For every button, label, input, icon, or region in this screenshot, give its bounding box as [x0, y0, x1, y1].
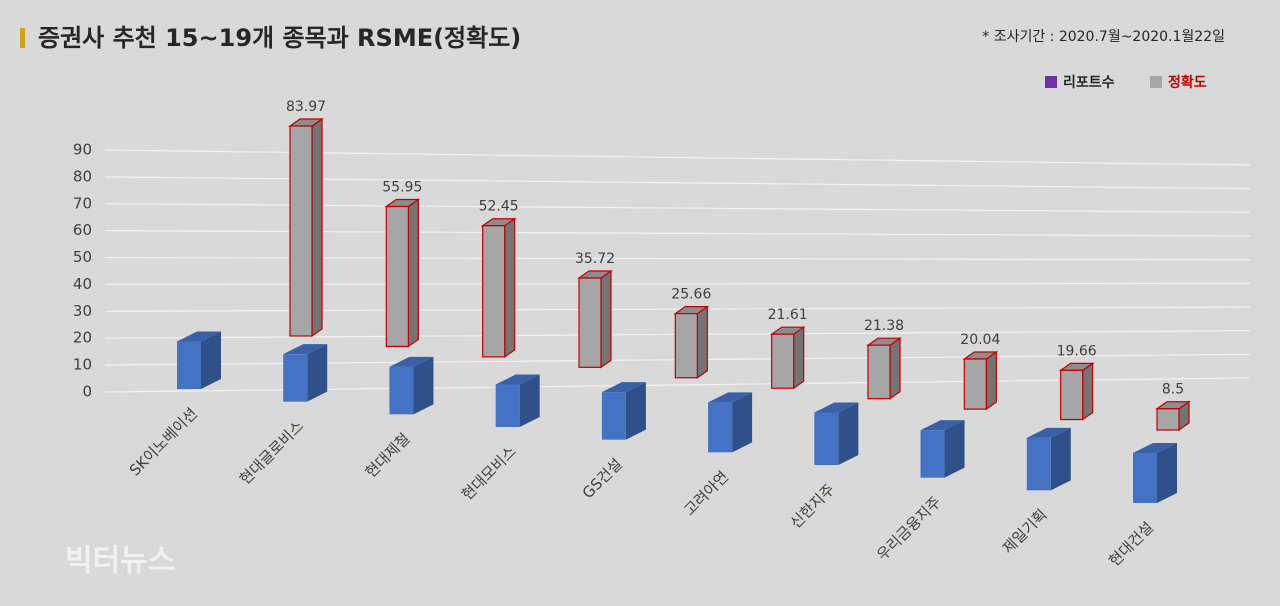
bar-top: [814, 402, 859, 413]
y-tick-label: 0: [82, 383, 92, 401]
bar-3d: [283, 344, 328, 402]
bar-side: [413, 356, 434, 415]
bar-3d: [495, 374, 540, 427]
bar-side: [519, 374, 540, 427]
value-label: 20.04: [960, 332, 1000, 348]
bar-3d: [389, 356, 434, 415]
value-label: 8.5: [1162, 382, 1184, 398]
bar-3d: [1155, 400, 1191, 432]
bar: [708, 402, 733, 453]
legend-marker: [1045, 76, 1057, 88]
bar-top: [495, 374, 540, 385]
y-tick-label: 50: [73, 248, 92, 266]
bar: [578, 277, 602, 368]
bar-side: [793, 326, 805, 390]
bar-side: [625, 382, 646, 440]
bar-side: [838, 402, 859, 465]
bar-3d: [1058, 362, 1095, 421]
bar-3d: [962, 350, 999, 411]
bar: [1026, 437, 1051, 491]
bar: [1156, 408, 1180, 431]
bar-side: [311, 117, 323, 338]
y-tick-label: 70: [73, 194, 92, 212]
bar-side: [201, 331, 221, 389]
y-tick-label: 60: [73, 221, 92, 239]
bar: [283, 354, 308, 402]
chart-title: 증권사 추천 15~19개 종목과 RSME(정확도): [38, 24, 521, 52]
bar-3d: [866, 337, 902, 400]
bar-side: [407, 198, 419, 348]
value-label: 35.72: [575, 251, 615, 267]
bar-3d: [384, 198, 421, 348]
bar: [495, 384, 520, 427]
value-label: 21.61: [768, 307, 808, 323]
bar: [289, 125, 313, 337]
bar-3d: [1133, 442, 1177, 503]
bar-3d: [769, 326, 806, 390]
value-label: 19.66: [1057, 343, 1097, 359]
bar: [920, 430, 945, 478]
bar-side: [732, 392, 753, 453]
bar-side: [985, 350, 997, 411]
bar-3d: [673, 305, 710, 379]
bar: [963, 358, 987, 410]
bar: [867, 344, 891, 400]
bar: [389, 366, 414, 415]
y-tick-label: 40: [73, 275, 92, 293]
bar-3d: [177, 331, 221, 389]
bar-3d: [601, 382, 646, 440]
bar-side: [307, 344, 328, 402]
bar: [814, 412, 839, 465]
y-tick-label: 10: [73, 356, 92, 374]
bar-side: [1157, 442, 1177, 503]
bar-3d: [480, 217, 517, 359]
bar-3d: [1026, 427, 1071, 491]
bar: [1133, 452, 1157, 503]
bar-top: [601, 382, 646, 393]
bar: [1060, 369, 1084, 421]
value-label: 83.97: [286, 99, 326, 115]
bar-3d: [577, 269, 613, 369]
bar-top: [1133, 442, 1177, 453]
bar: [385, 205, 409, 348]
bar-side: [944, 420, 965, 478]
bar-side: [1050, 427, 1071, 491]
bar: [177, 341, 201, 389]
bar-side: [696, 305, 708, 379]
bar-3d: [920, 420, 965, 478]
bar-side: [889, 337, 901, 400]
bar-top: [708, 392, 753, 403]
y-tick-label: 90: [73, 141, 92, 159]
y-tick-label: 30: [73, 302, 92, 320]
bar: [482, 225, 506, 358]
bar: [674, 313, 698, 379]
bar-top: [177, 331, 221, 342]
bar-top: [1026, 427, 1071, 438]
bar-3d: [288, 117, 324, 338]
bar: [601, 392, 626, 440]
y-tick-label: 80: [73, 167, 92, 185]
bar-top: [920, 420, 965, 431]
legend-label: 리포트수: [1063, 75, 1115, 91]
bar-3d: [708, 392, 753, 453]
value-label: 55.95: [382, 180, 422, 196]
bar: [771, 333, 795, 389]
y-tick-label: 20: [73, 329, 92, 347]
value-label: 21.38: [864, 318, 904, 334]
bar-side: [600, 269, 612, 369]
value-label: 52.45: [479, 199, 519, 215]
bar-top: [389, 356, 434, 367]
watermark: 빅터뉴스: [65, 544, 175, 579]
value-label: 25.66: [671, 287, 711, 303]
subtitle: * 조사기간 : 2020.7월~2020.1월22일: [982, 29, 1225, 45]
bar-side: [1082, 362, 1094, 421]
legend-label: 정확도: [1168, 74, 1207, 91]
legend-marker: [1150, 76, 1162, 88]
bar-top: [283, 344, 328, 355]
bar-3d: [814, 402, 859, 465]
title-accent: [20, 28, 25, 48]
bar-side: [504, 217, 516, 359]
